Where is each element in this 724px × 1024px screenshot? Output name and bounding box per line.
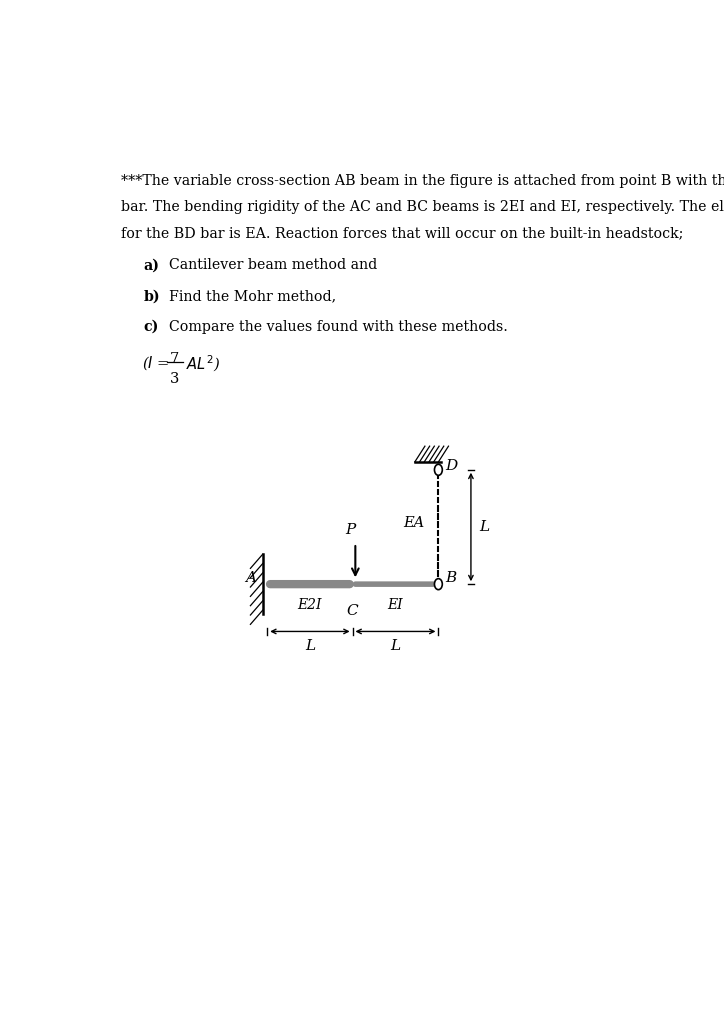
Text: Cantilever beam method and: Cantilever beam method and bbox=[169, 258, 377, 272]
Text: EI: EI bbox=[387, 598, 403, 612]
Text: A: A bbox=[245, 570, 256, 585]
Text: B: B bbox=[446, 570, 457, 585]
Text: ***The variable cross-section AB beam in the figure is attached from point B wit: ***The variable cross-section AB beam in… bbox=[122, 174, 724, 188]
Text: $AL^2$): $AL^2$) bbox=[186, 354, 220, 375]
Text: C: C bbox=[347, 604, 358, 617]
Text: for the BD bar is EA. Reaction forces that will occur on the built-in headstock;: for the BD bar is EA. Reaction forces th… bbox=[122, 226, 683, 241]
Text: c): c) bbox=[144, 321, 159, 334]
Circle shape bbox=[434, 579, 442, 590]
Text: 3: 3 bbox=[170, 372, 180, 386]
Circle shape bbox=[434, 464, 442, 475]
Text: L: L bbox=[390, 639, 400, 653]
Text: Compare the values found with these methods.: Compare the values found with these meth… bbox=[169, 321, 508, 334]
Text: bar. The bending rigidity of the AC and BC beams is 2EI and EI, respectively. Th: bar. The bending rigidity of the AC and … bbox=[122, 200, 724, 214]
Text: L: L bbox=[305, 639, 315, 653]
Text: b): b) bbox=[144, 289, 161, 303]
Text: L: L bbox=[479, 520, 489, 534]
Text: EA: EA bbox=[403, 516, 424, 530]
Text: a): a) bbox=[144, 258, 160, 272]
Text: P: P bbox=[346, 523, 356, 537]
Text: E2I: E2I bbox=[298, 598, 322, 612]
Text: Find the Mohr method,: Find the Mohr method, bbox=[169, 289, 336, 303]
Text: D: D bbox=[446, 459, 458, 473]
Text: 7: 7 bbox=[170, 352, 180, 367]
Text: ($I$ =: ($I$ = bbox=[142, 354, 169, 372]
